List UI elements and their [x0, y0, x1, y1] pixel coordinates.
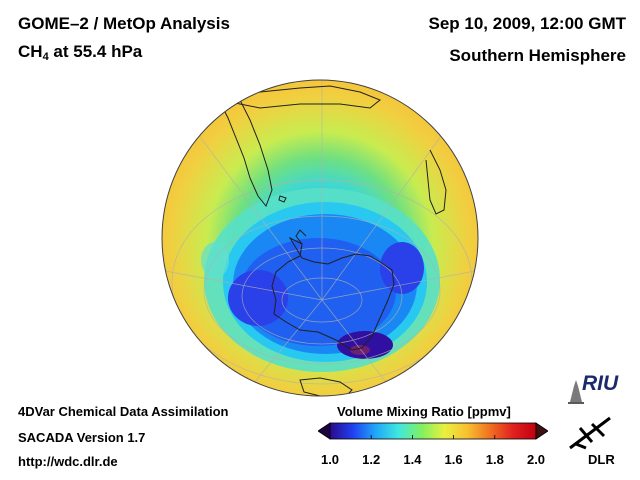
coastlines: [219, 85, 447, 396]
dlr-logo-icon: [569, 416, 611, 450]
region-label: Southern Hemisphere: [449, 46, 626, 65]
colorbar-tick-label: 1.6: [444, 452, 463, 467]
colorbar-ticks: [329, 435, 537, 439]
date-label: Sep 10, 2009, 12:00 GMT: [428, 14, 627, 33]
vortex-core-east: [380, 242, 424, 294]
colorbar: [318, 422, 548, 440]
colorbar-tick-label: 2.0: [526, 452, 546, 467]
colorbar-title: Volume Mixing Ratio [ppmv]: [337, 404, 511, 419]
footer-url: http://wdc.dlr.de: [18, 454, 118, 469]
colorbar-tick-label: 1.8: [485, 452, 504, 467]
dlr-logo-text: DLR: [588, 452, 615, 467]
globe-outline: [161, 79, 479, 397]
top-continent: [219, 85, 381, 109]
south-america-coast: [219, 99, 273, 207]
footer-line1: 4DVar Chemical Data Assimilation: [18, 404, 229, 419]
title-species-subscript: 4: [42, 51, 49, 63]
antarctica-coast: [271, 236, 395, 351]
falklands: [278, 195, 287, 203]
title-line1: GOME–2 / MetOp Analysis: [18, 14, 230, 33]
colorbar-ramp: [329, 422, 537, 440]
colorbar-tick-label: 1.0: [320, 452, 340, 467]
antarctic-peninsula: [295, 229, 307, 245]
red-patch-south: [350, 345, 370, 355]
colorbar-tick-label: 1.4: [403, 452, 422, 467]
riu-logo: [568, 380, 584, 404]
title-species: CH: [18, 42, 43, 61]
polar-vortex-inner: [240, 238, 396, 346]
footer-line2: SACADA Version 1.7: [18, 430, 146, 445]
africa-coast: [425, 149, 447, 215]
cyan-patch-west: [201, 242, 229, 278]
title-level: at 55.4 hPa: [53, 42, 143, 61]
colorbar-tick-label: 1.2: [362, 452, 381, 467]
colorbar-left-arrow: [318, 422, 331, 440]
title-line2: CH4 at 55.4 hPa: [18, 42, 142, 63]
colorbar-right-arrow: [535, 422, 548, 440]
riu-logo-text: RIU: [582, 372, 619, 395]
